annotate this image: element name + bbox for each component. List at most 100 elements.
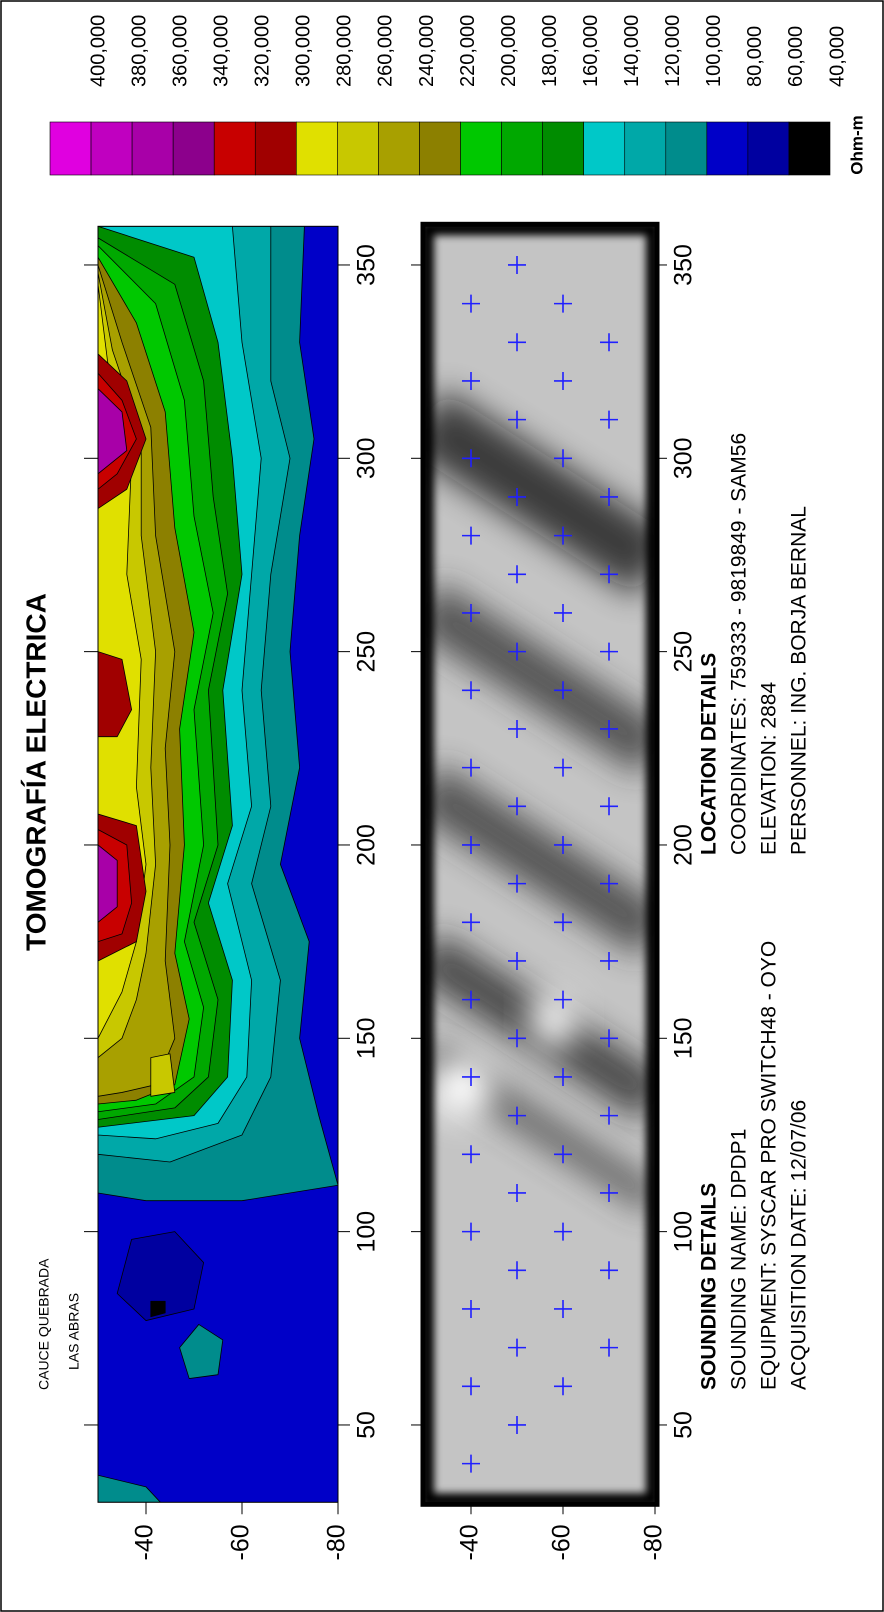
x-tick-label: 250: [353, 631, 381, 673]
measurement-point: [508, 719, 526, 738]
measurement-point: [462, 1454, 480, 1473]
measurement-point: [508, 642, 526, 661]
colorbar-box: [583, 121, 626, 176]
contour-band: [150, 1300, 166, 1318]
measurement-point: [508, 951, 526, 970]
measurement-point: [600, 951, 618, 970]
measurement-point: [554, 449, 572, 468]
x-tick-label: 350: [353, 244, 381, 286]
details-line: PERSONNEL: ING. BORJA BERNAL: [788, 506, 811, 855]
colorbar-label: 240,000: [416, 15, 438, 87]
measurement-point: [462, 1299, 480, 1318]
measurement-point: [600, 487, 618, 506]
colorbar-box: [665, 121, 708, 176]
colorbar-box: [172, 121, 215, 176]
shading-stripe: [425, 582, 655, 776]
measurement-point: [462, 681, 480, 700]
colorbar-box: [419, 121, 461, 176]
colorbar-box: [337, 121, 379, 176]
panel-border: [425, 226, 655, 1503]
details-heading: SOUNDING DETAILS: [698, 1183, 721, 1390]
measurement-point: [462, 1067, 480, 1086]
contour-band: [179, 1324, 224, 1379]
colorbar-box: [624, 121, 667, 176]
contour-band: [98, 844, 118, 923]
measurement-point: [600, 1338, 618, 1357]
details-line: ELEVATION: 2884: [758, 682, 781, 855]
colorbar-box: [501, 121, 543, 176]
contour-band: [150, 1053, 176, 1097]
colorbar-label: 100,000: [703, 15, 725, 87]
details-line: ACQUISITION DATE: 12/07/06: [788, 1100, 811, 1390]
colorbar-label: 320,000: [252, 15, 274, 87]
x-tick-label: 200: [353, 824, 381, 866]
shading-stripe: [425, 390, 655, 597]
measurement-point: [462, 1145, 480, 1164]
colorbar-label: 340,000: [210, 15, 232, 87]
x-tick-label: 250: [670, 631, 698, 673]
pseudosection-image: [425, 226, 655, 1503]
x-tick-label: 350: [670, 244, 698, 286]
contour-band: [98, 651, 133, 738]
measurement-point: [508, 1029, 526, 1048]
x-tick-label: 50: [670, 1411, 698, 1439]
colorbar-title: Ohm-m: [847, 115, 866, 175]
colorbar-label: 120,000: [662, 15, 684, 87]
measurement-point: [554, 1299, 572, 1318]
colorbar-label: 220,000: [457, 15, 479, 87]
details-line: COORDINATES: 759333 - 9819849 - SAM56: [728, 433, 751, 855]
measurement-point: [600, 333, 618, 352]
colorbar-label: 360,000: [169, 15, 191, 87]
measurement-point: [508, 1415, 526, 1434]
colorbar-box: [747, 121, 790, 176]
measurement-point: [508, 255, 526, 274]
measurement-point: [508, 565, 526, 584]
measurement-point: [554, 1067, 572, 1086]
measurement-point: [600, 719, 618, 738]
measurement-point: [554, 681, 572, 700]
colorbar-label: 180,000: [539, 15, 561, 87]
y-tick-label: -80: [640, 1524, 668, 1560]
measurement-point: [554, 526, 572, 545]
y-tick-label: -80: [323, 1524, 351, 1560]
measurement-point: [600, 565, 618, 584]
y-tick-label: -60: [227, 1524, 255, 1560]
measurement-point: [600, 874, 618, 893]
measurement-point: [600, 1261, 618, 1280]
measurement-point: [554, 371, 572, 390]
annotation: LAS ABRAS: [66, 1293, 82, 1370]
measurement-point: [462, 990, 480, 1009]
measurement-point: [462, 294, 480, 313]
measurement-point: [508, 874, 526, 893]
colorbar-label: 80,000: [744, 26, 766, 87]
rotated-content: TOMOGRAFÍA ELECTRICA CAUCE QUEBRADA LAS …: [20, 15, 866, 1561]
colorbar-box: [378, 121, 420, 176]
colorbar-label: 160,000: [580, 15, 602, 87]
measurement-point: [508, 1261, 526, 1280]
colorbar-box: [49, 121, 92, 176]
contour-band: [98, 1474, 161, 1503]
y-tick-label: -40: [131, 1524, 159, 1560]
details-line: EQUIPMENT: SYSCAR PRO SWITCH48 - OYO: [758, 941, 781, 1390]
x-tick-label: 150: [670, 1017, 698, 1059]
colorbar-box: [788, 121, 831, 176]
x-tick-label: 200: [670, 824, 698, 866]
contour-band: [98, 388, 128, 475]
colorbar-label: 280,000: [334, 15, 356, 87]
contour-band: [116, 1231, 205, 1321]
y-tick-label: -40: [456, 1524, 484, 1560]
shading-blob: [431, 1058, 492, 1119]
x-tick-label: 100: [353, 1211, 381, 1253]
measurement-point: [462, 449, 480, 468]
measurement-point: [462, 526, 480, 545]
x-tick-label: 300: [670, 437, 698, 479]
measurement-point: [508, 1106, 526, 1125]
panel-frame: [97, 225, 339, 1503]
colorbar-box: [213, 121, 256, 176]
panel-frame: [420, 221, 660, 1507]
measurement-point: [554, 758, 572, 777]
measurement-point: [508, 487, 526, 506]
x-tick-label: 300: [353, 437, 381, 479]
